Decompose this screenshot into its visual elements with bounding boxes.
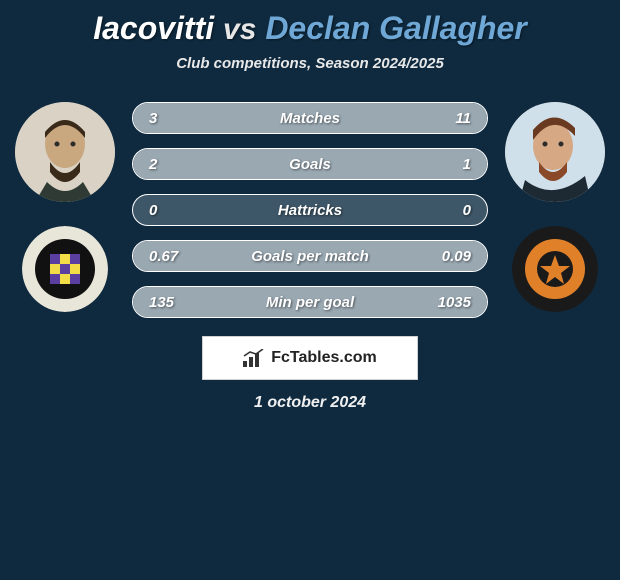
bar-left-value: 135: [149, 294, 174, 311]
player1-avatar: [15, 102, 115, 202]
player1-face-icon: [15, 102, 115, 202]
bar-right-value: 1: [463, 156, 471, 173]
bar-text: 135 Min per goal 1035: [133, 287, 487, 317]
bar-left-value: 3: [149, 110, 157, 127]
page-title: Iacovitti vs Declan Gallagher: [0, 10, 620, 47]
stat-bar-matches: 3 Matches 11: [132, 102, 488, 134]
date-text: 1 october 2024: [0, 394, 620, 412]
stat-bars: 3 Matches 11 2 Goals 1 0 Hattr: [120, 102, 500, 318]
bar-label: Min per goal: [266, 294, 354, 311]
bar-text: 3 Matches 11: [133, 103, 487, 133]
attribution-text: FcTables.com: [271, 349, 377, 367]
player2-column: [500, 102, 610, 312]
player2-face-icon: [505, 102, 605, 202]
title-player2: Declan Gallagher: [265, 10, 526, 46]
stat-bar-goals: 2 Goals 1: [132, 148, 488, 180]
bar-text: 0 Hattricks 0: [133, 195, 487, 225]
bar-left-value: 2: [149, 156, 157, 173]
player2-avatar: [505, 102, 605, 202]
stat-bar-hattricks: 0 Hattricks 0: [132, 194, 488, 226]
bar-left-value: 0.67: [149, 248, 178, 265]
bar-left-value: 0: [149, 202, 157, 219]
title-vs: vs: [223, 13, 256, 46]
player1-column: [10, 102, 120, 312]
bar-right-value: 0: [463, 202, 471, 219]
bar-right-value: 1035: [438, 294, 471, 311]
title-player1: Iacovitti: [93, 10, 214, 46]
subtitle: Club competitions, Season 2024/2025: [0, 55, 620, 72]
comparison-body: 3 Matches 11 2 Goals 1 0 Hattr: [0, 102, 620, 318]
bar-right-value: 11: [455, 110, 471, 127]
bar-right-value: 0.09: [442, 248, 471, 265]
stat-bar-gpm: 0.67 Goals per match 0.09: [132, 240, 488, 272]
player1-club-badge: [22, 226, 108, 312]
attribution-box: FcTables.com: [202, 336, 418, 380]
bar-chart-icon: [243, 349, 265, 367]
bar-label: Matches: [280, 110, 340, 127]
bar-text: 0.67 Goals per match 0.09: [133, 241, 487, 271]
club2-crest-icon: [512, 226, 598, 312]
comparison-card: Iacovitti vs Declan Gallagher Club compe…: [0, 0, 620, 412]
club1-crest-icon: [22, 226, 108, 312]
player2-club-badge: [512, 226, 598, 312]
stat-bar-mpg: 135 Min per goal 1035: [132, 286, 488, 318]
bar-label: Goals per match: [251, 248, 369, 265]
bar-text: 2 Goals 1: [133, 149, 487, 179]
bar-label: Goals: [289, 156, 331, 173]
bar-label: Hattricks: [278, 202, 342, 219]
